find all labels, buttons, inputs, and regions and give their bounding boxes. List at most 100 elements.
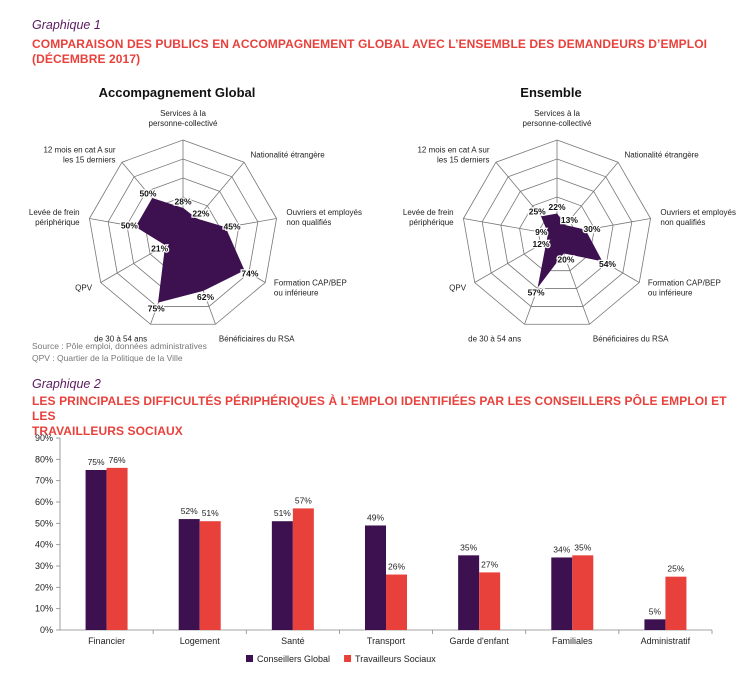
bar-value-label: 49% (367, 512, 384, 522)
radar-chart-ensemble: Ensemble 22% 13% 30% 54% 20% 57% 12% 9% 25% Servic… (403, 85, 736, 342)
radar-spoke (474, 234, 558, 283)
radar-axis-label: de 30 à 54 ans (468, 335, 521, 342)
bar (572, 555, 594, 630)
legend-label: Travailleurs Sociaux (355, 654, 436, 664)
radar-grid-ring (481, 158, 633, 307)
radar-value-label: 9% (535, 227, 548, 237)
y-tick-label: 80% (35, 454, 53, 464)
radar-axis-label: Bénéficiaires du RSA (593, 335, 669, 342)
bar (644, 619, 666, 630)
radar-axis-label: Services à la (534, 109, 580, 118)
y-tick-label: 50% (35, 518, 53, 528)
bar (365, 525, 386, 630)
radar-value-label: 57% (528, 287, 545, 297)
radar-axis-label: Nationalité étrangère (250, 151, 325, 160)
radar-axis-label: Bénéficiaires du RSA (219, 335, 295, 342)
radar-axis-label: Ouvriers et employés (286, 208, 362, 217)
y-tick-label: 30% (35, 561, 53, 571)
graph2-title: LES PRINCIPALES DIFFICULTÉS PÉRIPHÉRIQUE… (32, 394, 732, 439)
bar (665, 576, 687, 630)
bar-value-label: 35% (574, 542, 591, 552)
radar-value-label: 54% (599, 259, 616, 269)
radar-value-label: 74% (241, 269, 258, 279)
radar-value-label: 13% (561, 215, 578, 225)
y-tick-label: 0% (40, 625, 53, 635)
y-tick-label: 60% (35, 497, 53, 507)
radar-axis-label: ou inférieure (648, 289, 693, 298)
radar-value-label: 75% (148, 304, 165, 314)
x-tick-label: Santé (281, 636, 305, 646)
bar-value-label: 51% (202, 508, 219, 518)
legend-swatch (246, 655, 253, 662)
legend-label: Conseillers Global (257, 654, 330, 664)
bar-value-label: 76% (109, 455, 126, 465)
radar-value-label: 22% (192, 209, 209, 219)
radar-axis-label: Formation CAP/BEP (274, 279, 347, 288)
radar-grid-ring (89, 139, 277, 325)
radar-data-area (135, 198, 245, 303)
radar-value-label: 50% (139, 188, 156, 198)
bar-value-label: 51% (274, 508, 291, 518)
graph1-title: COMPARAISON DES PUBLICS EN ACCOMPAGNEMEN… (32, 37, 732, 67)
radar-spoke (463, 218, 558, 236)
bar-value-label: 35% (460, 542, 477, 552)
radar-data-area (537, 213, 603, 287)
bar (106, 467, 128, 630)
bar-value-label: 25% (667, 564, 684, 574)
radar-title: Accompagnement Global (99, 85, 256, 100)
bar-value-label: 52% (181, 506, 198, 516)
bar-chart-difficultes: 0% 10% 20% 30% 40% 50% 60% 70% 80% 90% 75% 76% Finan… (35, 433, 713, 664)
bar-value-label: 27% (481, 559, 498, 569)
radar-axis-label: non qualifiés (660, 218, 705, 227)
graph2-caption: Graphique 2 (32, 377, 101, 391)
bar-value-label: 57% (295, 495, 312, 505)
radar-axis-label: 12 mois en cat A sur (43, 146, 115, 155)
radar-axis-label: Levée de frein (29, 208, 80, 217)
bar-value-label: 26% (388, 562, 405, 572)
radar-axis-label: non qualifiés (286, 218, 331, 227)
source-note: Source : Pôle emploi, données administra… (32, 341, 207, 351)
graph1-caption: Graphique 1 (32, 18, 101, 32)
graph1-title-line2: (DÉCEMBRE 2017) (32, 52, 141, 66)
radar-axis-label: périphérique (409, 218, 454, 227)
radar-axis-label: Formation CAP/BEP (648, 279, 721, 288)
radar-value-label: 62% (197, 292, 214, 302)
bar-value-label: 75% (88, 457, 105, 467)
x-tick-label: Familiales (552, 636, 593, 646)
x-tick-label: Garde d'enfant (450, 636, 510, 646)
bar (458, 555, 480, 630)
radar-title: Ensemble (520, 85, 581, 100)
bar (271, 521, 293, 630)
radar-value-label: 50% (121, 221, 138, 231)
x-tick-label: Administratif (641, 636, 691, 646)
x-tick-label: Financier (88, 636, 125, 646)
x-tick-label: Logement (180, 636, 221, 646)
radar-axis-label: Nationalité étrangère (624, 151, 699, 160)
radar-grid-ring (107, 158, 259, 307)
y-tick-label: 10% (35, 604, 53, 614)
graph2-title-line1: LES PRINCIPALES DIFFICULTÉS PÉRIPHÉRIQUE… (32, 394, 727, 423)
graph1-title-line1: COMPARAISON DES PUBLICS EN ACCOMPAGNEMEN… (32, 37, 708, 51)
radar-spoke (556, 161, 619, 236)
bar-value-label: 34% (553, 544, 570, 554)
legend-swatch (344, 655, 352, 662)
bar (85, 470, 107, 630)
x-tick-label: Transport (367, 636, 406, 646)
bar (178, 519, 200, 630)
graph1-notes: Source : Pôle emploi, données administra… (32, 340, 207, 364)
y-tick-label: 90% (35, 433, 53, 443)
qpv-note: QPV : Quartier de la Politique de la Vil… (32, 353, 183, 363)
radar-axis-label: 12 mois en cat A sur (417, 146, 489, 155)
radar-chart-accompagnement: Accompagnement Global 28%22% 45% 74% 62% 75% 2… (29, 85, 362, 342)
radar-axis-label: QPV (75, 284, 93, 293)
bar (199, 521, 221, 630)
radar-value-label: 30% (583, 224, 600, 234)
radar-value-label: 45% (223, 221, 240, 231)
y-tick-label: 20% (35, 582, 53, 592)
y-tick-label: 40% (35, 540, 53, 550)
radar-value-label: 25% (529, 206, 546, 216)
radar-grid-ring (463, 139, 651, 325)
y-tick-label: 70% (35, 476, 53, 486)
radar-axis-label: personne-collectivé (523, 119, 592, 128)
bar (292, 508, 314, 630)
